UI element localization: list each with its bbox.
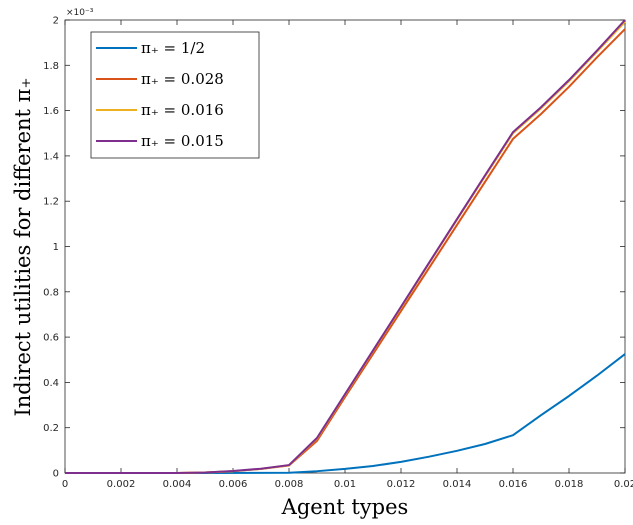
y-exponent-label: ×10⁻³ bbox=[66, 8, 94, 18]
x-tick-label: 0.018 bbox=[555, 479, 584, 490]
legend-label: π₊ = 0.016 bbox=[141, 101, 224, 119]
x-tick-label: 0.016 bbox=[499, 479, 528, 490]
y-tick-label: 0 bbox=[53, 469, 59, 480]
y-tick-label: 1.8 bbox=[43, 61, 59, 72]
y-tick-label: 2 bbox=[53, 16, 59, 27]
x-tick-label: 0.01 bbox=[334, 479, 356, 490]
x-tick-label: 0.014 bbox=[443, 479, 472, 490]
y-tick-label: 1.2 bbox=[43, 197, 59, 208]
x-tick-label: 0 bbox=[62, 479, 68, 490]
x-tick-label: 0.002 bbox=[107, 479, 136, 490]
legend: π₊ = 1/2 π₊ = 0.028 π₊ = 0.016 π₊ = 0.015 bbox=[90, 31, 260, 159]
legend-label: π₊ = 0.028 bbox=[141, 70, 224, 88]
x-tick-label: 0.012 bbox=[387, 479, 416, 490]
y-tick-label: 1.6 bbox=[43, 106, 59, 117]
y-tick-label: 0.2 bbox=[43, 423, 59, 434]
y-tick-label: 0.4 bbox=[43, 378, 59, 389]
legend-label: π₊ = 0.015 bbox=[141, 132, 224, 150]
y-axis-title: Indirect utilities for different π₊ bbox=[11, 77, 35, 416]
x-tick-label: 0.02 bbox=[614, 479, 633, 490]
series-lines bbox=[65, 19, 626, 474]
y-tick-label: 1.4 bbox=[43, 151, 59, 162]
y-tick-label: 0.8 bbox=[43, 287, 59, 298]
x-axis-title: Agent types bbox=[281, 495, 409, 519]
legend-items: π₊ = 1/2 π₊ = 0.028 π₊ = 0.016 π₊ = 0.015 bbox=[96, 39, 224, 150]
y-tick-label: 1 bbox=[53, 242, 59, 253]
x-tick-label: 0.004 bbox=[163, 479, 192, 490]
legend-label: π₊ = 1/2 bbox=[141, 39, 205, 57]
x-tick-label: 0.008 bbox=[275, 479, 304, 490]
legend-box bbox=[90, 31, 260, 159]
ticks: 0 0.002 0.004 0.006 0.008 0.01 0.012 0.014 0.016… bbox=[43, 16, 633, 491]
series-line bbox=[65, 19, 626, 474]
y-tick-label: 0.6 bbox=[43, 333, 59, 344]
series-line bbox=[65, 353, 626, 474]
x-tick-label: 0.006 bbox=[219, 479, 248, 490]
